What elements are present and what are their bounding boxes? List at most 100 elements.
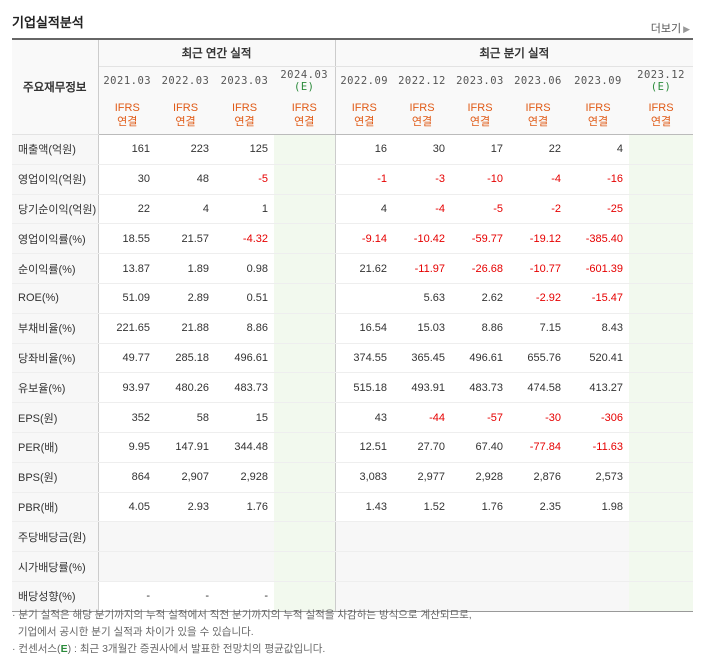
table-cell [629,372,694,404]
table-cell: 18.55 [98,223,156,255]
table-cell: 3,083 [335,462,393,493]
table-cell: -2.92 [509,283,567,314]
table-cell [393,551,451,582]
table-cell [451,551,509,582]
table-row: BPS(원) 864 2,907 2,928 3,083 2,977 2,928 2,876 2… [12,462,694,493]
table-cell: 4 [156,194,215,225]
table-cell: 352 [98,402,156,433]
table-cell [393,521,451,553]
table-cell: 2.89 [156,283,215,314]
annual-header: 최근 연간 실적 [98,38,336,67]
ifrs-label: IFRS 연결 [215,95,274,135]
table-cell: 21.57 [156,223,215,255]
table-cell: 480.26 [156,372,215,404]
table-cell [629,462,694,493]
table-cell: 21.62 [335,253,393,284]
table-cell: -16 [567,164,629,195]
period-header: 2023.03 [451,66,509,95]
table-cell: 221.65 [98,312,156,344]
table-cell [215,521,274,553]
table-row: 순이익률(%) 13.87 1.89 0.98 21.62 -11.97 -26.68 -10… [12,253,694,284]
table-cell: 147.91 [156,432,215,463]
row-label: 주당배당금(원) [12,521,99,553]
table-cell [274,134,336,165]
table-row: 주당배당금(원) [12,521,694,553]
table-cell: -9.14 [335,223,393,255]
table-cell: 27.70 [393,432,451,463]
estimate-mark: (E) [294,81,315,93]
table-cell: -77.84 [509,432,567,463]
table-cell [335,551,393,582]
ifrs-label: IFRS 연결 [335,95,393,135]
table-cell: 2,928 [451,462,509,493]
table-cell: -10.77 [509,253,567,284]
table-cell [335,521,393,553]
table-row: PBR(배) 4.05 2.93 1.76 1.43 1.52 1.76 2.35 1.98 [12,492,694,523]
chevron-right-icon: ▶ [683,24,690,34]
table-cell: 125 [215,134,274,165]
table-cell: 67.40 [451,432,509,463]
table-cell: 2.35 [509,492,567,523]
table-cell: 161 [98,134,156,165]
table-cell [629,312,694,344]
table-cell [274,581,336,612]
table-cell: 22 [509,134,567,165]
period-header: 2023.12 (E) [629,66,694,95]
table-cell: 1.76 [215,492,274,523]
table-cell: 344.48 [215,432,274,463]
more-link[interactable]: 더보기 ▶ [651,20,690,36]
table-cell: -15.47 [567,283,629,314]
table-cell [629,551,694,582]
table-cell: -2 [509,194,567,225]
table-cell [567,551,629,582]
row-label: PBR(배) [12,492,99,523]
table-cell: 2,907 [156,462,215,493]
row-label: ROE(%) [12,283,99,314]
table-cell: -385.40 [567,223,629,255]
table-row: ROE(%) 51.09 2.89 0.51 5.63 2.62 -2.92 -15.47 [12,283,694,314]
table-cell: -601.39 [567,253,629,284]
table-cell: 9.95 [98,432,156,463]
table-cell: - [215,581,274,612]
table-cell [629,253,694,284]
estimate-mark: (E) [650,81,672,93]
section-title: 기업실적분석 [12,15,84,30]
table-cell: 2,977 [393,462,451,493]
table-cell: 496.61 [451,343,509,374]
table-cell [274,492,336,523]
table-cell [567,521,629,553]
table-cell [629,432,694,463]
ifrs-label: IFRS 연결 [98,95,156,135]
table-cell [156,551,215,582]
table-cell: 7.15 [509,312,567,344]
ifrs-label: IFRS 연결 [629,95,694,135]
table-cell: 1.76 [451,492,509,523]
ifrs-label: IFRS 연결 [393,95,451,135]
table-row: PER(배) 9.95 147.91 344.48 12.51 27.70 67.40 -77… [12,432,694,463]
table-cell: -25 [567,194,629,225]
table-cell: 655.76 [509,343,567,374]
estimate-mark: E [60,643,68,655]
table-cell: 5.63 [393,283,451,314]
table-cell: 16 [335,134,393,165]
table-cell: -10 [451,164,509,195]
table-cell: 1.52 [393,492,451,523]
table-cell: -10.42 [393,223,451,255]
table-cell [274,223,336,255]
table-row: 당좌비율(%) 49.77 285.18 496.61 374.55 365.45 496.… [12,343,694,374]
table-cell: - [98,581,156,612]
table-cell: 2.93 [156,492,215,523]
table-cell [156,521,215,553]
ifrs-label: IFRS 연결 [156,95,215,135]
table-row: 영업이익률(%) 18.55 21.57 -4.32 -9.14 -10.42 -59.77… [12,223,694,255]
table-cell: 4 [567,134,629,165]
table-cell: -30 [509,402,567,433]
table-cell: 12.51 [335,432,393,463]
period-header: 2023.03 [215,66,274,95]
table-cell: 374.55 [335,343,393,374]
table-cell: 2,876 [509,462,567,493]
table-cell: 8.86 [215,312,274,344]
row-label: 유보율(%) [12,372,99,404]
table-cell: 515.18 [335,372,393,404]
table-cell: 49.77 [98,343,156,374]
